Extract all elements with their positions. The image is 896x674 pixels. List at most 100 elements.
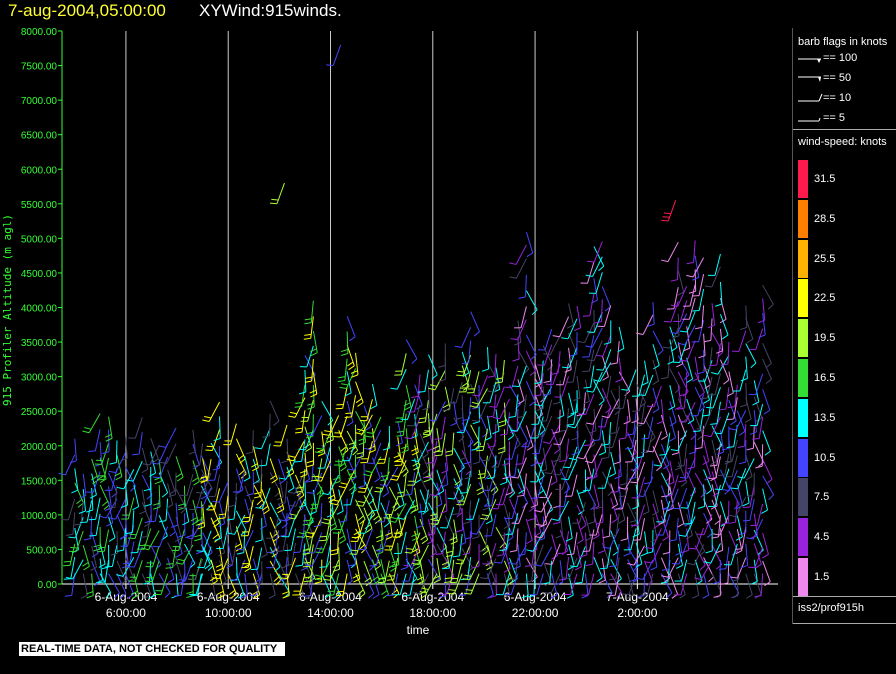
wind-barb [559, 408, 570, 432]
wind-barb [269, 458, 278, 484]
wind-barb [184, 543, 196, 569]
wind-barb [660, 414, 668, 441]
legend-divider [793, 596, 896, 597]
wind-barb [615, 357, 623, 383]
wind-barb [303, 316, 314, 340]
wind-barb [660, 515, 669, 542]
wind-barb [145, 545, 160, 568]
wind-barb [640, 430, 654, 454]
wind-barb [461, 548, 473, 574]
wind-barb [292, 573, 306, 596]
wind-barb [279, 459, 296, 480]
wind-barb [363, 560, 373, 587]
wind-barb [461, 351, 470, 378]
wind-barb [567, 303, 574, 329]
wind-barb [517, 473, 527, 497]
wind-barb [251, 446, 259, 472]
quality-disclaimer: REAL-TIME DATA, NOT CHECKED FOR QUALITY [19, 642, 286, 656]
wind-barb [623, 399, 631, 425]
wind-barb [609, 410, 620, 435]
wind-barb [543, 359, 553, 384]
wind-barb [407, 404, 421, 427]
wind-barb [711, 499, 721, 525]
wind-barb [641, 360, 649, 386]
wind-barb [218, 495, 229, 520]
wind-barb [762, 475, 775, 501]
wind-barb [562, 557, 578, 579]
wind-barb [706, 387, 721, 409]
wind-barb [683, 284, 696, 307]
speed-swatch-label: 25.5 [814, 252, 836, 265]
wind-barb [578, 469, 587, 494]
wind-barb [202, 401, 220, 423]
wind-barb [725, 439, 738, 463]
wind-barb [462, 559, 480, 581]
wind-barb [678, 401, 696, 423]
wind-barb [357, 471, 373, 493]
wind-barb [427, 512, 438, 536]
wind-barb [187, 558, 204, 581]
wind-barb [152, 456, 169, 479]
wind-barb [636, 476, 654, 498]
wind-barb [462, 531, 472, 556]
wind-barb [143, 467, 152, 492]
wind-barb [703, 543, 721, 564]
wind-barb [178, 513, 186, 538]
wind-barb [728, 496, 747, 518]
speed-legend-title: wind-speed: knots [798, 136, 887, 148]
wind-barb [514, 320, 522, 346]
wind-barb [662, 546, 671, 571]
wind-barb [74, 501, 84, 526]
wind-barb [599, 430, 607, 456]
wind-barb [762, 560, 771, 587]
wind-barb [461, 340, 472, 365]
wind-barb [395, 399, 407, 423]
wind-barb [496, 573, 510, 596]
wind-barb [364, 429, 382, 451]
wind-barb [521, 425, 536, 448]
wind-barb [618, 371, 631, 397]
wind-barb [65, 512, 76, 536]
wind-barb [110, 531, 119, 556]
wind-barb [668, 384, 676, 411]
wind-barb [542, 423, 561, 444]
wind-barb [503, 573, 511, 599]
wind-barb [730, 468, 747, 490]
wind-barb [127, 546, 143, 568]
wind-barb [388, 573, 400, 599]
speed-swatch-label: 22.5 [814, 292, 836, 305]
wind-barb [684, 501, 696, 525]
wind-barb [688, 269, 697, 294]
wind-barb [667, 460, 675, 486]
wind-barb [652, 330, 664, 356]
wind-barb [670, 285, 688, 307]
wind-barb [419, 518, 429, 545]
wind-barb [717, 453, 730, 477]
wind-barb [688, 429, 697, 455]
wind-barb [530, 441, 538, 467]
wind-barb [360, 441, 373, 464]
wind-barb [330, 484, 348, 506]
wind-barb [589, 513, 603, 536]
wind-barb [592, 417, 603, 442]
wind-barb [583, 365, 595, 389]
wind-barb [321, 401, 334, 426]
wind-barb [695, 305, 705, 330]
wind-barb [510, 319, 527, 341]
speed-swatch [798, 319, 808, 358]
wind-barb [128, 560, 143, 582]
wind-barb [635, 382, 646, 408]
wind-barb [632, 389, 646, 412]
wind-barb [237, 530, 254, 551]
wind-barb [647, 302, 655, 327]
wind-barb [509, 528, 519, 553]
wind-barb [510, 410, 527, 432]
wind-barb [621, 573, 637, 595]
wind-barb [714, 412, 730, 435]
wind-barb [669, 400, 677, 427]
wind-barb [346, 400, 354, 427]
wind-barb [703, 455, 712, 481]
wind-barb [95, 558, 103, 584]
wind-barb [411, 430, 419, 456]
wind-barb [646, 431, 662, 453]
